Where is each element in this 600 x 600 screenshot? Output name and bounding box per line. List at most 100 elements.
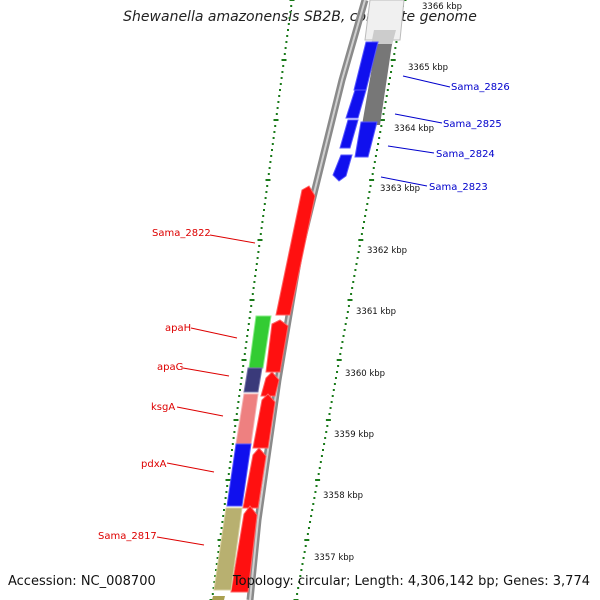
- minor-tick: [232, 437, 235, 439]
- minor-tick: [262, 215, 265, 217]
- right-gene-label[interactable]: Sama_2823: [429, 182, 488, 193]
- minor-tick: [236, 407, 239, 409]
- minor-tick: [377, 143, 380, 145]
- minor-tick: [387, 83, 390, 85]
- minor-tick: [332, 389, 335, 391]
- minor-tick: [360, 233, 363, 235]
- minor-tick: [275, 113, 278, 115]
- minor-tick: [315, 485, 318, 487]
- minor-tick: [322, 449, 324, 451]
- gene-sama-2824b-feature[interactable]: [339, 119, 359, 149]
- right-gene-label[interactable]: Sama_2826: [451, 82, 510, 93]
- gene-sama-2817-red-feature[interactable]: [230, 505, 258, 593]
- gene-sama-2824-feature[interactable]: [354, 121, 378, 158]
- minor-tick: [280, 77, 283, 79]
- kbp-label: 3363 kbp: [380, 184, 420, 194]
- left-gene-label[interactable]: apaH: [165, 323, 191, 334]
- minor-tick: [299, 575, 302, 577]
- minor-tick: [345, 317, 348, 319]
- minor-tick: [230, 455, 233, 457]
- minor-tick: [260, 227, 263, 229]
- minor-tick: [283, 53, 286, 55]
- minor-tick: [261, 221, 264, 223]
- minor-tick: [382, 113, 385, 115]
- minor-tick: [364, 215, 367, 217]
- minor-tick: [219, 533, 222, 535]
- minor-tick: [242, 365, 245, 367]
- minor-tick: [309, 521, 312, 523]
- minor-tick: [333, 383, 336, 385]
- minor-tick: [267, 173, 270, 175]
- minor-tick: [336, 371, 339, 373]
- minor-tick: [368, 191, 371, 193]
- left-leader-lines: [156, 234, 256, 546]
- minor-tick: [300, 569, 303, 571]
- minor-tick: [226, 485, 229, 487]
- minor-tick: [259, 233, 262, 235]
- minor-tick: [224, 497, 227, 499]
- minor-tick: [252, 287, 255, 289]
- minor-tick: [310, 515, 313, 517]
- kbp-label: 3364 kbp: [394, 124, 434, 134]
- minor-tick: [211, 593, 214, 595]
- left-gene-label[interactable]: Sama_2817: [98, 531, 157, 542]
- minor-tick: [313, 497, 316, 499]
- gene-sama-2825-feature[interactable]: [345, 89, 367, 119]
- gene-sama-2823-feature[interactable]: [332, 154, 353, 182]
- kbp-scale-labels: 3357 kbp 3358 kbp 3359 kbp 3360 kbp 3361 kbp…: [314, 2, 462, 563]
- minor-tick: [297, 587, 300, 589]
- minor-tick: [274, 125, 277, 127]
- gene-sama-2817-feature[interactable]: [213, 507, 243, 591]
- minor-tick: [343, 329, 346, 331]
- right-gene-label[interactable]: Sama_2825: [443, 119, 502, 130]
- minor-tick: [334, 377, 337, 379]
- right-gene-label[interactable]: Sama_2824: [436, 149, 495, 160]
- accession-text: Accession: NC_008700: [8, 574, 156, 589]
- minor-tick: [341, 341, 344, 343]
- minor-tick: [256, 257, 259, 259]
- major-tick: [315, 479, 321, 481]
- minor-tick: [376, 149, 378, 151]
- left-gene-label[interactable]: Sama_2822: [152, 228, 211, 239]
- gene-apag-red-feature[interactable]: [260, 371, 280, 397]
- minor-tick: [379, 131, 382, 133]
- minor-tick: [371, 173, 374, 175]
- minor-tick: [239, 383, 242, 385]
- minor-tick: [287, 29, 289, 31]
- minor-tick: [306, 533, 309, 535]
- minor-tick: [361, 227, 364, 229]
- gene-ksga-red-feature[interactable]: [252, 393, 276, 449]
- minor-tick: [324, 437, 327, 439]
- major-tick: [217, 539, 223, 541]
- minor-tick: [363, 221, 366, 223]
- minor-tick: [352, 281, 355, 283]
- gene-pdxa-feature[interactable]: [226, 443, 252, 507]
- minor-tick: [239, 389, 241, 391]
- minor-tick: [227, 473, 230, 475]
- gene-apah-feature[interactable]: [248, 315, 272, 369]
- minor-tick: [342, 335, 345, 337]
- minor-tick: [325, 431, 328, 433]
- minor-tick: [268, 167, 271, 169]
- gene-pdxa-red-feature[interactable]: [242, 447, 267, 509]
- major-tick: [289, 0, 295, 1]
- major-tick: [257, 239, 263, 241]
- left-gene-label[interactable]: pdxA: [141, 459, 167, 470]
- minor-tick: [241, 371, 244, 373]
- feature-segment-grey: [362, 44, 392, 125]
- minor-tick: [318, 467, 321, 469]
- gene-apah-red-feature[interactable]: [265, 319, 289, 373]
- minor-tick: [247, 323, 250, 325]
- major-tick: [304, 539, 310, 541]
- gene-sama-2822-feature[interactable]: [275, 185, 316, 316]
- left-gene-label[interactable]: apaG: [157, 362, 183, 373]
- minor-tick: [250, 305, 253, 307]
- left-gene-labels: Sama_2822 apaH apaG ksgA pdxA Sama_2817: [98, 228, 211, 542]
- minor-tick: [357, 251, 360, 253]
- gene-apag-feature[interactable]: [243, 367, 263, 393]
- minor-tick: [384, 101, 387, 103]
- minor-tick: [249, 311, 252, 313]
- left-gene-label[interactable]: ksgA: [151, 402, 175, 413]
- minor-tick: [255, 269, 257, 271]
